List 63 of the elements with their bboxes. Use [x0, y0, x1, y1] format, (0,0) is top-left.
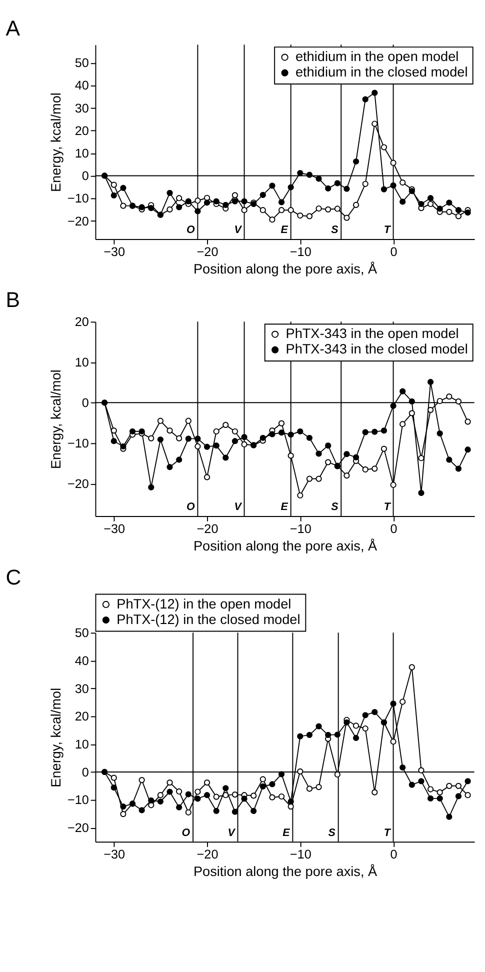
ref-line-label: T	[384, 224, 392, 236]
ref-line-label: T	[384, 501, 392, 514]
x-tick-label: 0	[390, 848, 398, 862]
x-tick-label: −30	[104, 848, 126, 862]
chart-title: A	[6, 16, 21, 40]
x-tick-label: −20	[196, 848, 218, 862]
legend-label: PhTX-343 in the open model	[286, 326, 459, 342]
y-tick-label: −20	[68, 214, 89, 228]
legend-label: PhTX-(12) in the open model	[116, 596, 292, 612]
ref-line-label: S	[331, 224, 340, 236]
x-axis-title: Position along the pore axis, Å	[193, 538, 378, 554]
ref-line-label: O	[186, 501, 196, 514]
ref-line-label: T	[384, 826, 392, 839]
y-tick-label: 20	[74, 124, 89, 138]
y-tick-label: 30	[74, 682, 89, 696]
x-tick-label: −30	[104, 245, 126, 260]
y-tick-label: 30	[74, 101, 89, 116]
y-tick-label: 20	[74, 710, 89, 724]
y-tick-label: 50	[74, 56, 89, 70]
y-axis-title: Energy, kcal/mol	[48, 370, 64, 470]
legend-label: PhTX-(12) in the closed model	[116, 612, 300, 627]
y-tick-label: 40	[74, 78, 89, 93]
y-tick-label: 0	[82, 169, 89, 184]
ref-line-label: V	[234, 224, 242, 236]
chart-title: B	[6, 288, 20, 312]
ref-line-label: O	[186, 224, 196, 236]
chart-title: C	[6, 566, 22, 590]
x-axis-title: Position along the pore axis, Å	[193, 864, 378, 880]
x-axis-title: Position along the pore axis, Å	[193, 262, 378, 277]
y-tick-label: 50	[74, 626, 89, 640]
y-tick-label: −10	[68, 192, 89, 206]
y-tick-label: 40	[74, 654, 89, 668]
x-tick-label: −20	[196, 522, 218, 536]
y-tick-label: 10	[74, 146, 89, 161]
x-tick-label: −10	[290, 522, 312, 536]
y-tick-label: 10	[74, 356, 89, 370]
x-tick-label: 0	[390, 522, 398, 536]
ref-line-label: O	[182, 826, 191, 839]
ref-line-label: S	[331, 501, 340, 514]
y-axis-title: Energy, kcal/mol	[48, 92, 64, 192]
y-tick-label: −20	[68, 477, 89, 492]
x-tick-label: −30	[104, 522, 126, 536]
x-tick-label: −10	[290, 848, 312, 862]
y-tick-label: −10	[68, 436, 89, 451]
y-tick-label: −10	[68, 793, 89, 808]
ref-line-label: E	[282, 826, 291, 839]
y-tick-label: 0	[82, 396, 89, 410]
y-axis-title: Energy, kcal/mol	[48, 688, 64, 788]
y-tick-label: −20	[68, 821, 89, 836]
y-tick-label: 10	[74, 737, 89, 752]
x-tick-label: −20	[196, 245, 218, 260]
ref-line-label: E	[280, 501, 289, 514]
y-tick-label: 0	[82, 765, 89, 780]
legend-label: PhTX-343 in the closed model	[286, 342, 468, 357]
legend-label: ethidium in the closed model	[295, 64, 468, 80]
ref-line-label: V	[234, 501, 242, 514]
ref-line-label: E	[280, 224, 289, 236]
y-tick-label: 20	[74, 315, 89, 330]
ref-line-label: V	[228, 826, 236, 839]
x-tick-label: 0	[390, 245, 398, 260]
legend-label: ethidium in the open model	[295, 49, 459, 64]
ref-line-label: S	[328, 826, 336, 839]
x-tick-label: −10	[290, 245, 312, 260]
